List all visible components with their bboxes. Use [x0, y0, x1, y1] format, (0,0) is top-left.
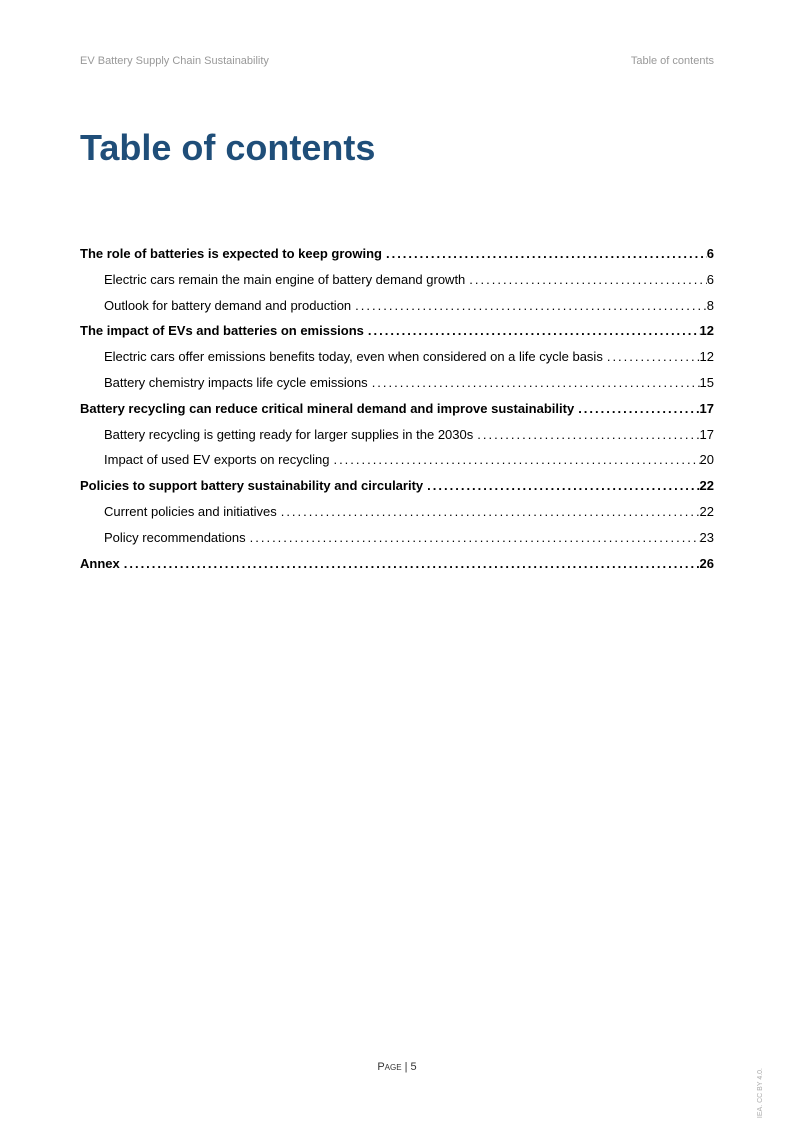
toc-entry: Electric cars offer emissions benefits t…: [80, 347, 714, 368]
page-container: EV Battery Supply Chain Sustainability T…: [0, 0, 794, 1123]
toc-entry: Electric cars remain the main engine of …: [80, 270, 714, 291]
toc-page: 23: [700, 528, 714, 549]
toc-page: 6: [707, 244, 714, 265]
toc-entry: Battery chemistry impacts life cycle emi…: [80, 373, 714, 394]
toc-entry: Current policies and initiatives 22: [80, 502, 714, 523]
toc-label: Annex: [80, 554, 120, 575]
toc-label: The impact of EVs and batteries on emiss…: [80, 321, 364, 342]
toc-page: 12: [700, 347, 714, 368]
toc-label: Electric cars remain the main engine of …: [104, 270, 465, 291]
toc-dots: [603, 347, 700, 368]
toc-page: 8: [707, 296, 714, 317]
toc-dots: [120, 554, 700, 575]
page-header: EV Battery Supply Chain Sustainability T…: [80, 55, 714, 67]
page-title: Table of contents: [80, 127, 714, 169]
toc-entry: Policies to support battery sustainabili…: [80, 476, 714, 497]
toc-label: Battery recycling can reduce critical mi…: [80, 399, 574, 420]
toc-dots: [423, 476, 699, 497]
toc-page: 20: [700, 450, 714, 471]
toc-dots: [351, 296, 707, 317]
header-right: Table of contents: [631, 55, 714, 67]
toc-dots: [382, 244, 707, 265]
toc-page: 22: [700, 502, 714, 523]
toc-entry: Annex 26: [80, 554, 714, 575]
toc-dots: [368, 373, 700, 394]
toc-dots: [246, 528, 700, 549]
toc-entry: Battery recycling is getting ready for l…: [80, 425, 714, 446]
toc-label: Impact of used EV exports on recycling: [104, 450, 329, 471]
toc-entry: Impact of used EV exports on recycling 2…: [80, 450, 714, 471]
page-number: Page | 5: [377, 1061, 416, 1073]
toc-page: 6: [707, 270, 714, 291]
toc-label: Policies to support battery sustainabili…: [80, 476, 423, 497]
page-footer: Page | 5: [0, 1061, 794, 1073]
toc-label: Battery chemistry impacts life cycle emi…: [104, 373, 368, 394]
toc-page: 17: [700, 399, 714, 420]
toc-dots: [574, 399, 699, 420]
toc-page: 15: [700, 373, 714, 394]
toc-label: Battery recycling is getting ready for l…: [104, 425, 473, 446]
toc-dots: [277, 502, 700, 523]
toc-entry: Battery recycling can reduce critical mi…: [80, 399, 714, 420]
toc-label: Current policies and initiatives: [104, 502, 277, 523]
toc-page: 12: [700, 321, 714, 342]
license-text: IEA. CC BY 4.0.: [757, 1068, 764, 1118]
toc-page: 17: [700, 425, 714, 446]
toc-label: Outlook for battery demand and productio…: [104, 296, 351, 317]
toc-label: The role of batteries is expected to kee…: [80, 244, 382, 265]
toc-page: 22: [700, 476, 714, 497]
toc-container: The role of batteries is expected to kee…: [80, 244, 714, 574]
toc-page: 26: [700, 554, 714, 575]
toc-label: Policy recommendations: [104, 528, 246, 549]
toc-entry: The role of batteries is expected to kee…: [80, 244, 714, 265]
toc-dots: [364, 321, 700, 342]
toc-dots: [465, 270, 706, 291]
toc-entry: Outlook for battery demand and productio…: [80, 296, 714, 317]
toc-entry: Policy recommendations 23: [80, 528, 714, 549]
toc-entry: The impact of EVs and batteries on emiss…: [80, 321, 714, 342]
toc-label: Electric cars offer emissions benefits t…: [104, 347, 603, 368]
toc-dots: [473, 425, 699, 446]
toc-dots: [329, 450, 699, 471]
header-left: EV Battery Supply Chain Sustainability: [80, 55, 269, 67]
